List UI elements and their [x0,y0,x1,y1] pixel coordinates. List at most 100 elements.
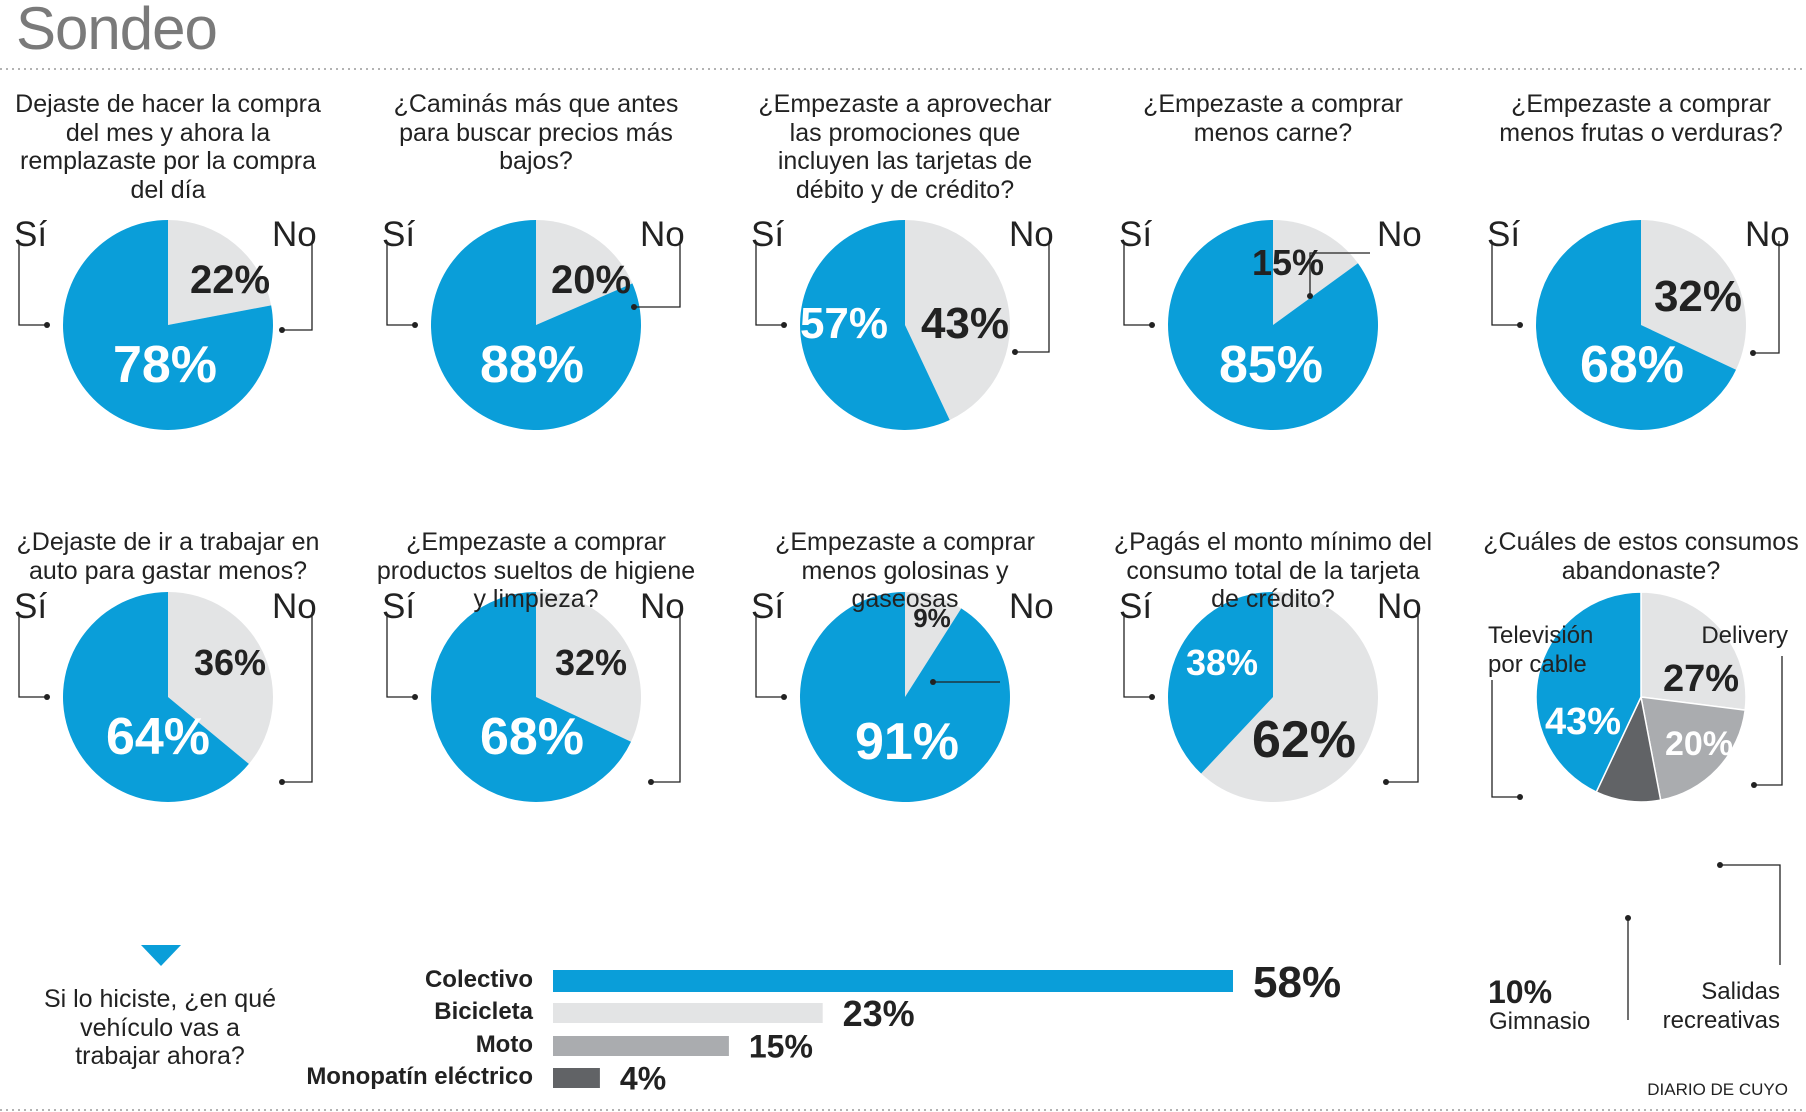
credit: DIARIO DE CUYO [1647,1080,1788,1099]
pie-5-label-no: No [272,587,317,626]
pie-9-leader-gimnasio-dot [1625,915,1631,921]
bar-value-0: 58% [1253,958,1341,1007]
page-title: Sondeo [16,0,218,62]
pie-1-value-no: 20% [551,258,631,302]
bar-2 [553,1036,729,1056]
pie-3-value-yes: 85% [1219,336,1323,394]
pie-1-label-si: Sí [382,215,416,254]
pie-6-label-no: No [640,587,685,626]
pie-5-leader-si [18,613,47,698]
pie-9-slice-0 [1535,591,1642,794]
pie-7-leader-si [755,613,784,698]
pie-2-question: ¿Empezaste a aprovechar las promociones … [758,90,1052,204]
pie-1-slice-no [536,220,633,325]
pie-2-leader-no-dot [1012,349,1018,355]
bar-chart-question: Si lo hiciste, ¿en qué vehículo vas a tr… [43,985,277,1070]
pie-0-value-yes: 78% [113,336,217,394]
pie-1-value-yes: 88% [480,336,584,394]
pie-8-leader-no [1386,612,1419,783]
pie-6-leader-si-dot [412,694,418,700]
pie-6-leader-no [651,612,681,783]
pie-2-slice-yes [800,220,950,430]
pie-9-value-tv: 43% [1545,701,1621,743]
pie-7-slice-no [905,592,962,697]
pie-2-leader-si [755,241,784,326]
pie-8-value-yes: 38% [1186,642,1258,683]
bar-chart-pointer-triangle [141,945,181,966]
pie-4-leader-si [1491,241,1520,326]
pie-4-leader-no [1753,241,1780,354]
bar-value-2: 15% [749,1029,813,1065]
bar-label-2: Moto [475,1031,533,1058]
pie-4-label-no: No [1745,215,1790,254]
pie-8-leader-si [1123,613,1152,698]
pie-3-slice-yes [1168,220,1379,431]
pie-2-label-no: No [1009,215,1054,254]
pie-9-label-tv: Televisión por cable [1488,622,1594,678]
pie-9-value-gimnasio: 10% [1488,974,1552,1010]
pie-9-leader-tv [1491,680,1520,798]
pie-9-leader-tv-dot [1517,794,1523,800]
pie-8-slice-no [1201,592,1378,802]
pie-4-question: ¿Empezaste a comprar menos frutas o verd… [1499,90,1783,147]
pie-0-slice-no [168,220,272,325]
pie-2-value-yes: 57% [800,299,888,348]
pie-6-value-no: 32% [555,642,627,683]
pie-6-slice-no [536,592,642,742]
pie-8-label-si: Sí [1119,587,1153,626]
pie-6-leader-si [386,613,415,698]
pie-3-slice-no [1273,220,1358,325]
pie-9-value-delivery: 27% [1663,658,1739,700]
pie-8-question: ¿Pagás el monto mínimo del consumo total… [1113,528,1433,613]
pie-7-leader-no-dot [930,679,936,685]
pie-2-leader-si-dot [781,322,787,328]
pie-6-value-yes: 68% [480,708,584,766]
bar-value-3: 4% [620,1061,666,1097]
pie-1-leader-si-dot [412,322,418,328]
bar-3 [553,1068,600,1088]
pie-2-leader-no [1015,241,1050,353]
pie-7-slice-yes [799,592,1010,802]
pie-4-value-no: 32% [1654,272,1742,321]
pie-9-label-gimnasio: Gimnasio [1489,1008,1591,1035]
pie-3-leader-si-dot [1149,322,1155,328]
pie-5-label-si: Sí [14,587,48,626]
pie-5-question: ¿Dejaste de ir a trabajar en auto para g… [16,528,320,585]
pie-9-question: ¿Cuáles de estos consumos abandonaste? [1483,528,1799,585]
pie-0-leader-no [282,241,313,331]
pie-7-label-no: No [1009,587,1054,626]
pie-5-slice-yes [62,592,249,803]
pie-9-leader-salidas [1720,864,1781,965]
pie-7-leader-si-dot [781,694,787,700]
bar-label-0: Colectivo [424,966,533,993]
pie-4-value-yes: 68% [1580,336,1684,394]
pie-0-leader-no-dot [279,327,285,333]
pie-1-leader-si [386,241,415,326]
bar-value-1: 23% [843,993,915,1034]
pie-0-label-si: Sí [14,215,48,254]
pie-0-leader-si [18,241,47,326]
pie-4-leader-no-dot [1750,350,1756,356]
pie-0-leader-si-dot [44,322,50,328]
pie-7-value-yes: 91% [855,713,959,771]
pie-8-slice-yes [1167,592,1273,774]
pie-0-value-no: 22% [190,258,270,302]
pie-4-slice-no [1641,220,1747,370]
pie-5-leader-no-dot [279,779,285,785]
pie-5-value-no: 36% [194,642,266,683]
pie-2-slice-no [905,220,1011,421]
pie-9-label-delivery: Delivery [1701,622,1788,649]
pie-4-label-si: Sí [1487,215,1521,254]
pie-8-label-no: No [1377,587,1422,626]
pie-1-question: ¿Caminás más que antes para buscar preci… [393,90,679,175]
pie-1-slice-yes [430,219,641,431]
pie-2-value-no: 43% [921,299,1009,348]
bar-label-3: Monopatín eléctrico [306,1063,533,1090]
pie-6-leader-no-dot [648,779,654,785]
pie-9-leader-salidas-dot [1717,862,1723,868]
pie-9-slice-1 [1640,591,1747,711]
pie-6-slice-yes [431,592,632,802]
